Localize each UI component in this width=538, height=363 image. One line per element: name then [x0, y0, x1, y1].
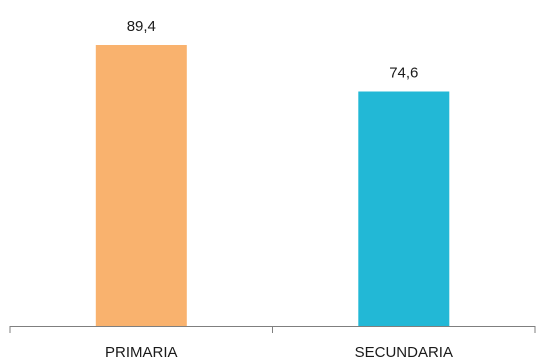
x-axis: PRIMARIA SECUNDARIA — [9, 326, 536, 361]
data-label-primaria: 89,4 — [127, 18, 156, 35]
bar-secundaria — [358, 91, 450, 326]
data-label-secundaria: 74,6 — [389, 65, 418, 82]
bars-group — [95, 45, 450, 326]
data-labels-group: 89,4 74,6 — [127, 18, 419, 82]
x-tick-label-secundaria: SECUNDARIA — [355, 344, 453, 361]
bar-primaria — [95, 45, 187, 326]
x-tick-label-primaria: PRIMARIA — [105, 344, 178, 361]
